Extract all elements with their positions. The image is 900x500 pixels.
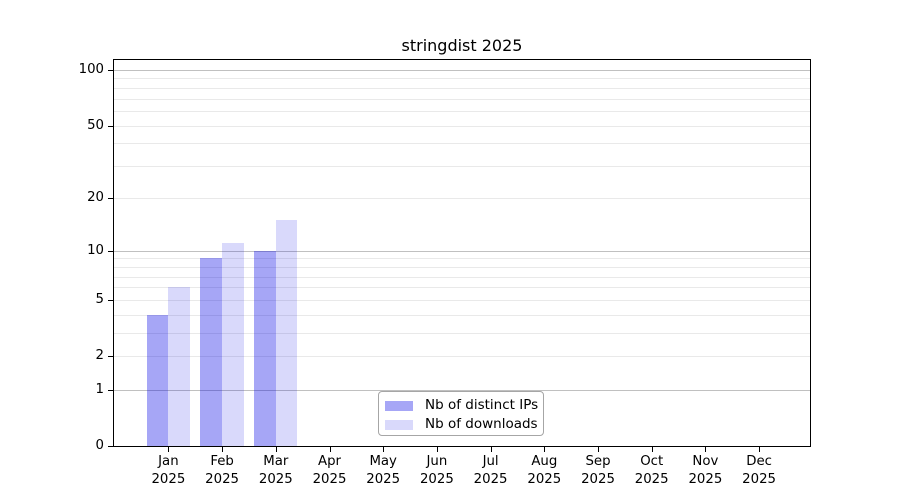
x-axis-tick-label-may: May 2025 [353, 453, 413, 488]
gridline-minor [114, 98, 810, 100]
gridline-minor [114, 197, 810, 199]
gridline-minor [114, 314, 810, 316]
y-axis-tick-label: 100 [78, 61, 104, 77]
month-label: Jun [426, 454, 448, 469]
month-label: Mar [263, 454, 289, 469]
gridline-minor [114, 87, 810, 89]
bar-distinct-ips-mar [254, 250, 276, 446]
month-label: Apr [317, 454, 341, 469]
year-label: 2025 [312, 471, 347, 487]
gridline-minor [114, 266, 810, 268]
month-label: Jul [482, 454, 499, 469]
x-axis-tick-label-nov: Nov 2025 [675, 453, 735, 488]
legend-label-downloads: Nb of downloads [425, 416, 538, 432]
gridline-minor [114, 125, 810, 127]
legend-label-distinct-ips: Nb of distinct IPs [425, 397, 539, 413]
x-axis-tick [544, 447, 546, 452]
y-axis-tick [108, 197, 114, 199]
month-label: Oct [640, 454, 664, 469]
year-label: 2025 [688, 471, 723, 487]
y-axis-tick [108, 125, 114, 127]
x-axis-tick [329, 447, 331, 452]
x-axis-tick-label-dec: Dec 2025 [729, 453, 789, 488]
x-axis-tick [383, 447, 385, 452]
legend-item-distinct-ips: Nb of distinct IPs [385, 396, 539, 415]
x-axis-tick-label-jan: Jan 2025 [138, 453, 198, 488]
legend-swatch-distinct-ips [385, 400, 413, 411]
gridline-minor [114, 78, 810, 80]
year-label: 2025 [419, 471, 454, 487]
x-axis-tick [222, 447, 224, 452]
y-axis-tick-label: 5 [95, 291, 104, 307]
year-label: 2025 [527, 471, 562, 487]
year-label: 2025 [151, 471, 186, 487]
gridline-major [114, 389, 810, 391]
y-axis-tick-label: 10 [87, 242, 104, 258]
x-axis-tick [490, 447, 492, 452]
x-axis-tick-label-sep: Sep 2025 [568, 453, 628, 488]
gridline-minor [114, 166, 810, 168]
month-label: Sep [585, 454, 611, 469]
y-axis-tick-label: 2 [95, 348, 104, 364]
gridline-minor [114, 287, 810, 289]
x-axis-tick-label-apr: Apr 2025 [300, 453, 360, 488]
month-label: Dec [746, 454, 772, 469]
year-label: 2025 [366, 471, 401, 487]
month-label: Jan [158, 454, 179, 469]
year-label: 2025 [473, 471, 508, 487]
y-axis-tick [108, 389, 114, 391]
legend-swatch-downloads [385, 419, 413, 430]
y-axis-tick [108, 250, 114, 252]
gridline-minor [114, 299, 810, 301]
x-axis-tick [759, 447, 761, 452]
month-label: Aug [531, 454, 558, 469]
x-axis-tick-label-mar: Mar 2025 [246, 453, 306, 488]
y-axis-tick [108, 446, 114, 447]
x-axis-tick-label-feb: Feb 2025 [192, 453, 252, 488]
x-axis-tick-label-jul: Jul 2025 [461, 453, 521, 488]
x-axis-tick [168, 447, 170, 452]
year-label: 2025 [258, 471, 293, 487]
year-label: 2025 [742, 471, 777, 487]
y-axis-tick [108, 356, 114, 358]
gridline-major [114, 69, 810, 71]
gridline-minor [114, 356, 810, 358]
year-label: 2025 [205, 471, 240, 487]
gridline-minor [114, 143, 810, 145]
x-axis-tick [275, 447, 277, 452]
x-axis-tick [705, 447, 707, 452]
bar-downloads-mar [275, 220, 298, 446]
bar-downloads-jan [168, 287, 191, 446]
gridline-minor [114, 258, 810, 260]
bar-distinct-ips-feb [200, 258, 223, 446]
month-label: Nov [692, 454, 719, 469]
gridline-major [114, 250, 810, 252]
x-axis-tick-label-aug: Aug 2025 [514, 453, 574, 488]
y-axis-tick-label: 1 [95, 381, 104, 397]
x-axis-tick-label-jun: Jun 2025 [407, 453, 467, 488]
y-axis-tick [108, 69, 114, 71]
x-axis-tick [436, 447, 438, 452]
x-axis-tick [598, 447, 599, 452]
y-axis-tick-label: 20 [87, 189, 104, 205]
year-label: 2025 [634, 471, 669, 487]
x-axis-tick [651, 447, 653, 452]
gridline-minor [114, 276, 810, 278]
y-axis-tick [108, 299, 114, 301]
month-label: May [369, 454, 397, 469]
bar-downloads-feb [222, 243, 244, 446]
month-label: Feb [210, 454, 234, 469]
legend-item-downloads: Nb of downloads [385, 415, 538, 434]
chart-title: stringdist 2025 [401, 36, 523, 55]
year-label: 2025 [581, 471, 615, 487]
plot-area [113, 59, 811, 447]
gridline-minor [114, 333, 810, 335]
x-axis-tick-label-oct: Oct 2025 [622, 453, 682, 488]
gridline-minor [114, 110, 810, 112]
y-axis-tick-label: 50 [87, 117, 104, 133]
y-axis-tick-label: 0 [95, 438, 104, 453]
bar-distinct-ips-jan [146, 314, 169, 446]
legend: Nb of distinct IPs Nb of downloads [378, 391, 544, 436]
